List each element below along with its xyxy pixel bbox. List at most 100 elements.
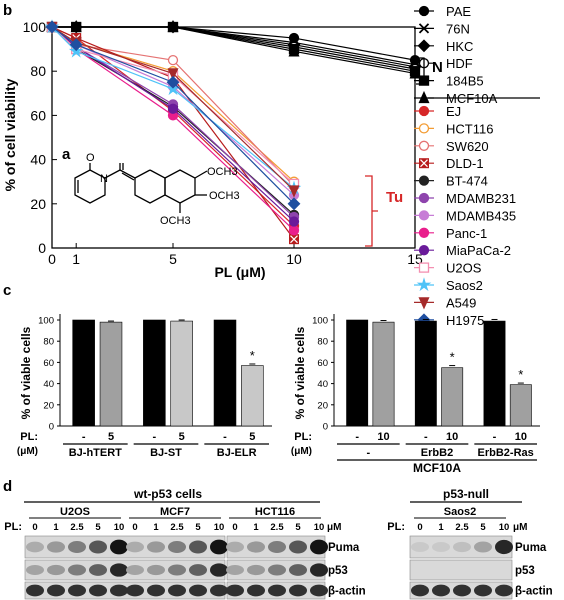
d-blot-strip-p53 bbox=[409, 559, 513, 581]
c-right-bar bbox=[372, 321, 395, 427]
legend-label-A549: A549 bbox=[446, 295, 476, 310]
d-band-Puma bbox=[432, 542, 450, 552]
b-series-line-Saos2 bbox=[51, 26, 295, 189]
d-pl-label-right: PL: bbox=[387, 521, 405, 533]
d-band-Puma bbox=[89, 540, 107, 554]
b-point-A549 bbox=[167, 68, 179, 81]
c-right-group-label: ErbB2-Ras bbox=[478, 447, 534, 459]
structure-nitrogen: N bbox=[100, 173, 108, 185]
c-right-pl-label: PL: bbox=[294, 431, 312, 443]
legend-label-MDAMB435: MDAMB435 bbox=[446, 208, 516, 223]
structure-group-1: OCH3 bbox=[207, 166, 238, 178]
c-right-y-axis-label: % of viable cells bbox=[293, 326, 307, 419]
legend-label-H1975: H1975 bbox=[446, 313, 484, 328]
b-y-tick-label: 60 bbox=[30, 107, 46, 123]
d-band-p53 bbox=[168, 564, 186, 576]
b-x-tick-label: 1 bbox=[72, 251, 80, 267]
c-left-bar bbox=[241, 365, 264, 427]
d-header-wt-p53: wt-p53 cells bbox=[133, 487, 202, 501]
d-band-β-actin bbox=[226, 584, 244, 597]
c-left-pl-label: PL: bbox=[20, 431, 38, 443]
b-point-Panc-1 bbox=[288, 225, 300, 236]
d-dose-label: 1 bbox=[53, 522, 59, 533]
c-right-pl-dose: 10 bbox=[446, 431, 458, 443]
legend-marker-DLD-1 bbox=[419, 158, 429, 169]
c-right-y-tick-label: 60 bbox=[317, 358, 328, 369]
panel-label-d: d bbox=[3, 478, 12, 495]
normal-bracket bbox=[416, 57, 425, 85]
panel-label-a: a bbox=[62, 146, 71, 163]
d-dose-label: 1 bbox=[153, 522, 159, 533]
d-band-β-actin bbox=[147, 584, 165, 597]
d-unit-left: μM bbox=[327, 522, 341, 533]
d-dose-label: 2.5 bbox=[70, 522, 84, 533]
d-band-β-actin bbox=[495, 584, 513, 597]
legend-marker-Panc-1 bbox=[418, 227, 430, 238]
b-y-tick-label: 0 bbox=[38, 240, 46, 256]
c-left-y-tick-label: 100 bbox=[38, 316, 54, 327]
d-band-β-actin bbox=[268, 584, 286, 597]
legend-label-Panc-1: Panc-1 bbox=[446, 226, 487, 241]
b-y-tick-label: 20 bbox=[30, 196, 46, 212]
b-series-line-MiaPaCa-2 bbox=[51, 26, 295, 222]
legend-marker-Saos2 bbox=[416, 277, 432, 292]
legend-label-BT-474: BT-474 bbox=[446, 174, 488, 189]
d-band-p53 bbox=[268, 564, 286, 576]
b-series-line-H1975 bbox=[51, 26, 295, 205]
legend-marker-MiaPaCa-2 bbox=[418, 245, 430, 256]
d-header-p53-null: p53-null bbox=[443, 487, 489, 501]
c-right-y-tick-label: 20 bbox=[317, 400, 328, 411]
c-left-pl-dose: - bbox=[152, 431, 156, 443]
d-band-p53 bbox=[26, 564, 44, 576]
b-point-MCF10A bbox=[167, 19, 179, 33]
d-band-Puma bbox=[226, 541, 244, 553]
d-band-β-actin bbox=[189, 584, 207, 597]
d-band-β-actin bbox=[474, 584, 492, 597]
c-left-bar bbox=[72, 319, 95, 427]
b-point-H1975 bbox=[166, 75, 180, 89]
b-y-axis-label: % of cell viability bbox=[2, 78, 18, 191]
c-left-y-tick-label: 40 bbox=[43, 379, 54, 390]
legend-marker-EJ bbox=[418, 105, 430, 117]
d-dose-label: 10 bbox=[314, 522, 325, 533]
c-right-pl-dose: - bbox=[355, 431, 359, 443]
d-blot-label-right-1: p53 bbox=[515, 565, 535, 577]
b-point-H1975 bbox=[69, 38, 83, 52]
d-band-Puma bbox=[189, 540, 207, 554]
chemical-structure bbox=[74, 163, 208, 213]
c-right-bar bbox=[346, 319, 369, 427]
d-cell-line-HCT116: HCT116 bbox=[255, 506, 295, 518]
d-band-β-actin bbox=[453, 584, 471, 597]
c-left-group-label: BJ-hTERT bbox=[69, 447, 122, 459]
d-band-p53 bbox=[89, 564, 107, 576]
d-band-Puma bbox=[289, 540, 307, 554]
d-dose-label: 0 bbox=[232, 522, 237, 533]
d-dose-label: 5 bbox=[295, 522, 301, 533]
c-right-group-label: ErbB2 bbox=[421, 447, 453, 459]
c-right-y-tick-label: 0 bbox=[323, 422, 328, 433]
legend-label-SW620: SW620 bbox=[446, 139, 489, 154]
legend-marker-HCT116 bbox=[418, 123, 430, 134]
legend-marker-HKC bbox=[417, 39, 431, 53]
d-cell-line-Saos2: Saos2 bbox=[444, 506, 476, 518]
legend-marker-MDAMB435 bbox=[418, 210, 430, 221]
d-band-β-actin bbox=[432, 584, 450, 597]
d-band-p53 bbox=[147, 564, 165, 576]
d-band-β-actin bbox=[411, 584, 429, 597]
legend-label-U2OS: U2OS bbox=[446, 261, 482, 276]
d-dose-label: 10 bbox=[214, 522, 225, 533]
c-right-y-tick-label: 100 bbox=[312, 316, 328, 327]
d-dose-label: 2.5 bbox=[270, 522, 284, 533]
d-band-Puma bbox=[147, 541, 165, 553]
d-blot-label-left-1: p53 bbox=[328, 565, 348, 577]
d-band-Puma bbox=[247, 541, 265, 553]
b-point-H1975 bbox=[287, 197, 301, 211]
d-band-p53 bbox=[310, 563, 328, 577]
c-left-significance-star: * bbox=[250, 348, 255, 363]
legend-label-MDAMB231: MDAMB231 bbox=[446, 191, 516, 206]
d-dose-label: 5 bbox=[480, 522, 486, 533]
d-band-Puma bbox=[495, 539, 513, 555]
b-y-tick-label: 80 bbox=[30, 63, 46, 79]
c-right-significance-star: * bbox=[518, 367, 523, 382]
